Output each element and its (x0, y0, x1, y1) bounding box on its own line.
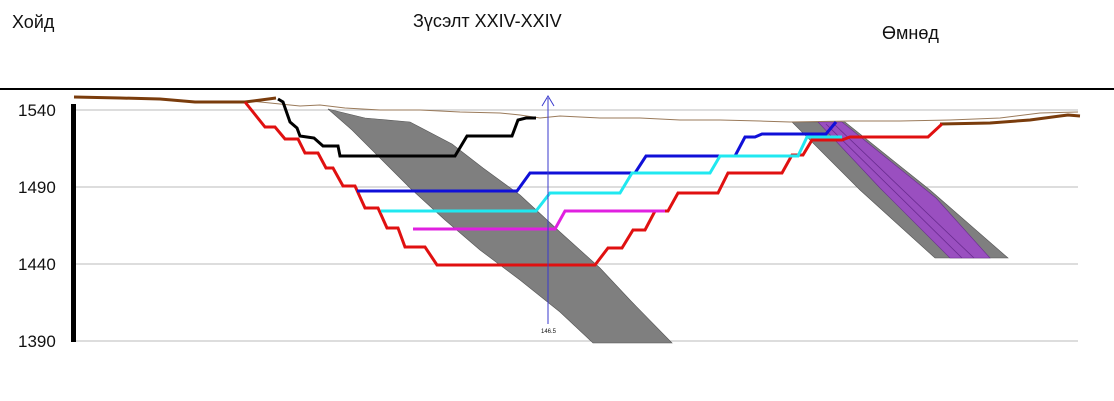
vertical-scale-bar (71, 104, 76, 342)
ore-body-north (327, 108, 673, 344)
ore-stripe-2 (833, 123, 975, 259)
ore-zone-purple-south (817, 121, 991, 259)
ore-stripe-1 (825, 123, 963, 259)
elevation-tick-1540: 1540 (18, 101, 56, 120)
pit-outline-black (277, 97, 536, 158)
design-surface-line (249, 100, 1079, 123)
pit-outline-magenta (413, 209, 665, 231)
elevation-tick-1390: 1390 (18, 332, 56, 351)
drill-hole-depth-label: 146.5 (541, 329, 557, 335)
north-direction-label: Хойд (12, 12, 55, 32)
terrain-surface-line-south (939, 113, 1081, 126)
elevation-tick-1440: 1440 (18, 255, 56, 274)
elevation-tick-1490: 1490 (18, 178, 56, 197)
terrain-surface-line (73, 95, 277, 104)
ore-zone-stripes (825, 123, 975, 259)
drill-hole-arrowhead-icon (541, 95, 555, 107)
south-direction-label: Өмнөд (882, 23, 939, 43)
section-title: Зүсэлт XXIV-XXIV (413, 11, 562, 31)
pit-outline-cyan (381, 135, 842, 213)
